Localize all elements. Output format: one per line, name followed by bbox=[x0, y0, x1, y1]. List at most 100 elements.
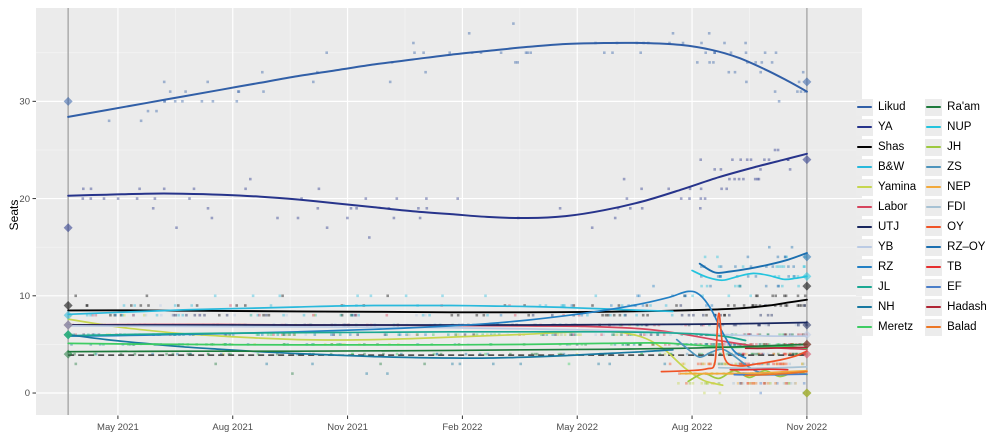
trend-line-hadash bbox=[744, 346, 808, 350]
legend-line-swatch-rzoy bbox=[926, 245, 942, 249]
legend-line-swatch-shas bbox=[857, 145, 872, 149]
legend-label-rz: RZ bbox=[878, 261, 894, 273]
legend-line-swatch-bw bbox=[857, 165, 872, 169]
result-diamond-raam bbox=[63, 349, 73, 359]
result-diamond-meretz bbox=[63, 330, 73, 340]
legend-label-labor: Labor bbox=[878, 201, 908, 213]
legend-item-jl: JL bbox=[856, 277, 916, 297]
x-tick-label: May 2021 bbox=[97, 422, 139, 433]
legend-key-tb bbox=[925, 258, 943, 276]
legend-key-ya bbox=[856, 118, 873, 136]
result-diamond-yb bbox=[802, 330, 812, 340]
legend-line-swatch-utj bbox=[857, 225, 872, 229]
result-diamond-bw bbox=[63, 310, 73, 320]
legend-line-swatch-jl bbox=[857, 285, 872, 289]
result-diamond-shas bbox=[802, 281, 812, 291]
legend-key-rzoy bbox=[925, 238, 943, 256]
election-result-markers bbox=[63, 77, 812, 398]
trend-line-jl bbox=[67, 330, 747, 342]
legend-line-swatch-nup bbox=[926, 125, 942, 129]
legend-item-balad: Balad bbox=[925, 317, 987, 337]
legend-label-jh: JH bbox=[947, 141, 962, 153]
legend-item-ef: EF bbox=[925, 277, 987, 297]
legend-item-zs: ZS bbox=[925, 157, 987, 177]
legend-line-swatch-meretz bbox=[857, 325, 872, 329]
legend-label-rzoy: RZ–OY bbox=[947, 241, 986, 253]
result-diamond-utj bbox=[802, 320, 812, 330]
legend-item-tb: TB bbox=[925, 257, 987, 277]
legend-key-ef bbox=[925, 278, 943, 296]
legend-key-jl bbox=[856, 278, 873, 296]
x-tick-label: Feb 2022 bbox=[442, 422, 482, 433]
chart-legend: Likud YA Shas B&W Yamina Labor UTJ YB RZ JL NH Mere… bbox=[856, 97, 987, 337]
legend-label-zs: ZS bbox=[947, 161, 962, 173]
legend-item-nup: NUP bbox=[925, 117, 987, 137]
result-diamond-rzoy bbox=[802, 252, 812, 262]
trend-line-yb bbox=[67, 325, 808, 338]
legend-label-nep: NEP bbox=[947, 181, 971, 193]
legend-key-yamina bbox=[856, 178, 873, 196]
axes: May 2021 Aug 2021 Nov 2021 Feb 2022 May 2022… bbox=[19, 97, 827, 433]
legend-label-raam: Ra'am bbox=[947, 101, 981, 113]
trend-line-bw bbox=[67, 304, 674, 316]
legend-label-oy: OY bbox=[947, 221, 964, 233]
legend-item-hadash: Hadash bbox=[925, 297, 987, 317]
legend-item-yamina: Yamina bbox=[856, 177, 916, 197]
legend-key-oy bbox=[925, 218, 943, 236]
legend-item-fdi: FDI bbox=[925, 197, 987, 217]
result-diamond-hadash bbox=[802, 339, 812, 349]
legend-label-hadash: Hadash bbox=[947, 301, 987, 313]
result-diamond-likud bbox=[63, 96, 73, 106]
legend-line-swatch-fdi bbox=[926, 205, 942, 209]
legend-line-swatch-nh bbox=[857, 305, 872, 309]
legend-item-jh: JH bbox=[925, 137, 987, 157]
legend-item-bw: B&W bbox=[856, 157, 916, 177]
result-diamond-shas bbox=[63, 301, 73, 311]
legend-column-2: Ra'am NUP JH ZS NEP FDI OY RZ–OY TB EF Hadash Balad bbox=[925, 97, 987, 337]
legend-item-rzoy: RZ–OY bbox=[925, 237, 987, 257]
trend-line-likud bbox=[67, 41, 808, 118]
legend-label-likud: Likud bbox=[878, 101, 906, 113]
legend-key-bw bbox=[856, 158, 873, 176]
legend-label-balad: Balad bbox=[947, 321, 977, 333]
result-diamond-yb bbox=[63, 320, 73, 330]
trend-line-ya bbox=[67, 152, 808, 220]
legend-label-bw: B&W bbox=[878, 161, 905, 173]
legend-key-rz bbox=[856, 258, 873, 276]
legend-key-raam bbox=[925, 98, 943, 116]
y-tick-label: 30 bbox=[19, 97, 30, 108]
trend-lines bbox=[67, 41, 808, 387]
legend-key-yb bbox=[856, 238, 873, 256]
legend-line-swatch-yb bbox=[857, 245, 872, 249]
trend-line-nep bbox=[679, 369, 808, 375]
legend-line-swatch-balad bbox=[926, 325, 942, 329]
result-diamond-ya bbox=[802, 155, 812, 165]
legend-key-nup bbox=[925, 118, 943, 136]
legend-line-swatch-zs bbox=[926, 165, 942, 169]
legend-line-swatch-nep bbox=[926, 185, 942, 189]
trend-line-rzoy bbox=[698, 252, 808, 274]
legend-key-balad bbox=[925, 318, 943, 336]
result-diamond-jh bbox=[802, 388, 812, 398]
trend-line-fdi bbox=[717, 365, 808, 370]
legend-label-yb: YB bbox=[878, 241, 894, 253]
result-diamond-likud bbox=[802, 77, 812, 87]
grid-major bbox=[36, 8, 862, 415]
legend-label-jl: JL bbox=[878, 281, 891, 293]
legend-key-labor bbox=[856, 198, 873, 216]
trend-line-balad bbox=[744, 370, 808, 377]
legend-key-nep bbox=[925, 178, 943, 196]
trend-line-shas bbox=[67, 298, 808, 314]
x-tick-label: Nov 2022 bbox=[787, 422, 828, 433]
legend-label-ya: YA bbox=[878, 121, 893, 133]
y-tick-label: 20 bbox=[19, 194, 30, 205]
legend-key-shas bbox=[856, 138, 873, 156]
legend-label-yamina: Yamina bbox=[878, 181, 917, 193]
legend-item-rz: RZ bbox=[856, 257, 916, 277]
legend-label-nup: NUP bbox=[947, 121, 972, 133]
x-tick-label: Aug 2022 bbox=[672, 422, 713, 433]
legend-item-meretz: Meretz bbox=[856, 317, 916, 337]
legend-key-utj bbox=[856, 218, 873, 236]
legend-key-fdi bbox=[925, 198, 943, 216]
